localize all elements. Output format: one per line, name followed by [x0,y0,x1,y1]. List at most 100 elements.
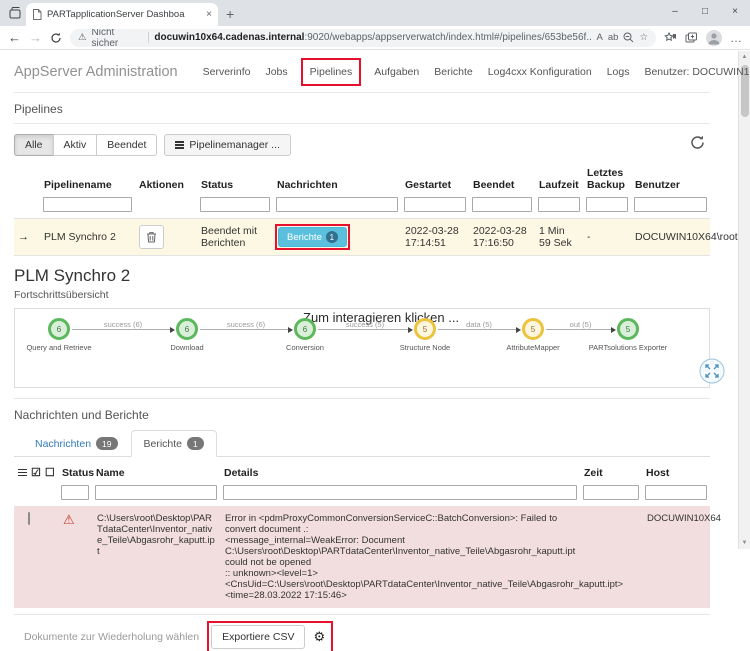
nav-item-log4cxx[interactable]: Log4cxx Konfiguration [487,66,592,78]
filter-msg-zeit-input[interactable] [583,485,639,500]
select-none-icon[interactable]: ☐ [44,467,55,479]
menu-icon[interactable] [18,468,27,477]
filter-alle-button[interactable]: Alle [14,134,53,156]
col-laufzeit: Laufzeit [539,179,579,191]
progress-overview-label: Fortschrittsübersicht [14,289,109,301]
window-close-button[interactable]: × [732,5,738,17]
select-documents-button[interactable]: Dokumente zur Wiederholung wählen [24,631,200,643]
messages-section-title: Nachrichten und Berichte [14,398,710,422]
nav-item-serverinfo[interactable]: Serverinfo [202,66,251,78]
node-download[interactable]: 6 Download [142,318,232,352]
refresh-icon[interactable] [689,134,706,156]
browser-essentials-icon[interactable] [685,32,698,44]
address-bar[interactable]: ⚠ Nicht sicher docuwin10x64.cadenas.inte… [70,28,656,47]
text-size-icon[interactable]: A [596,32,603,43]
read-aloud-icon[interactable]: ab [607,32,619,43]
berichte-count-badge: 1 [325,231,338,243]
node-conversion[interactable]: 6 Conversion [260,318,350,352]
filter-msg-host-input[interactable] [645,485,707,500]
error-message-row[interactable]: ⚠ C:\Users\root\Desktop\PARTdataCenter\I… [14,506,721,608]
tab-close-icon[interactable]: × [206,9,212,20]
col-beendet: Beendet [473,179,515,191]
back-icon[interactable]: ← [8,30,21,45]
error-name-cell: C:\Users\root\Desktop\PARTdataCenter\Inv… [92,506,220,608]
pipeline-detail-title: PLM Synchro 2 [14,266,131,285]
messages-table: ☑ ☐ Status Name Details Zeit Host ⚠ C:\Us… [14,463,721,608]
edge-query-download: success (6) [72,320,175,333]
pipeline-name-cell: PLM Synchro 2 [40,218,135,256]
gear-icon[interactable]: ⚙ [313,629,326,644]
pipelines-table: Pipelinename Aktionen Status Nachrichten… [14,164,738,256]
node-structure-node[interactable]: 5 Structure Node [380,318,470,352]
col-aktionen: Aktionen [139,179,184,191]
nav-item-logs[interactable]: Logs [606,66,630,78]
new-tab-button[interactable]: + [226,6,235,22]
select-all-icon[interactable]: ☑ [31,467,41,479]
node-attributemapper[interactable]: 5 AttributeMapper [488,318,578,352]
profile-avatar[interactable] [706,29,722,46]
filter-gestartet-input[interactable] [404,197,466,212]
browser-menu-icon[interactable]: … [730,30,742,45]
pipeline-status-cell: Beendet mit Berichten [197,218,273,256]
app-brand: AppServer Administration [14,64,178,80]
page-scrollbar[interactable]: ▲ ▼ [738,51,750,549]
browser-tab[interactable]: PARTapplicationServer Dashboa × [26,3,218,26]
filter-msg-details-input[interactable] [223,485,577,500]
col-msg-status: Status [62,467,95,479]
filter-pipelinename-input[interactable] [43,197,132,212]
delete-pipeline-button[interactable] [139,225,164,249]
col-letztes-backup: Letztes Backup [587,167,625,191]
export-csv-button[interactable]: Exportiere CSV [211,625,306,649]
messages-tabs: Nachrichten 19 Berichte 1 [14,430,710,457]
col-pipelinename: Pipelinename [44,179,112,191]
edge-mapper-exporter: out (5) [546,320,616,333]
filter-laufzeit-input[interactable] [538,197,580,212]
collections-icon[interactable] [664,31,677,44]
forward-icon: → [29,30,42,45]
tab-berichte[interactable]: Berichte 1 [130,430,217,457]
scroll-up-icon[interactable]: ▲ [741,54,748,60]
filter-msg-status-input[interactable] [61,485,89,500]
nav-item-jobs[interactable]: Jobs [265,66,288,78]
edge-download-conversion: success (6) [200,320,293,333]
node-partsolutions-exporter[interactable]: 5 PARTsolutions Exporter [583,318,673,352]
filter-nachrichten-input[interactable] [276,197,398,212]
favorites-icon[interactable]: ☆ [639,32,648,43]
messages-header-row: ☑ ☐ Status Name Details Zeit Host [14,463,710,482]
window-minimize-button[interactable]: – [672,5,678,17]
filter-beendet-button[interactable]: Beendet [96,134,158,156]
scroll-down-icon[interactable]: ▼ [741,540,748,546]
filter-aktiv-button[interactable]: Aktiv [52,134,97,156]
filter-benutzer-input[interactable] [634,197,707,212]
pipelines-filter-row [14,194,710,219]
page-favicon-icon [33,9,42,20]
nav-item-aufgaben[interactable]: Aufgaben [374,66,420,78]
filter-status-input[interactable] [200,197,270,212]
app-page: AppServer Administration Serverinfo Jobs… [0,51,750,651]
pipeline-row[interactable]: → PLM Synchro 2 Beendet mit Berichten Be… [14,218,738,256]
node-query-and-retrieve[interactable]: 6 Query and Retrieve [14,318,104,352]
app-navbar: AppServer Administration Serverinfo Jobs… [14,51,750,93]
nav-item-berichte[interactable]: Berichte [434,66,473,78]
window-maximize-button[interactable]: □ [701,5,709,17]
col-benutzer: Benutzer [635,179,680,191]
scrollbar-thumb[interactable] [741,65,749,117]
pipelines-header-row: Pipelinename Aktionen Status Nachrichten… [14,164,710,194]
expand-diagram-icon[interactable] [699,358,725,389]
filter-backup-input[interactable] [586,197,628,212]
pipeline-backup-cell: - [583,218,631,256]
pipelinemanager-button[interactable]: Pipelinemanager ... [164,134,291,156]
row-checkbox[interactable] [28,512,30,525]
nav-item-pipelines[interactable]: Pipelines [300,58,362,86]
tab-nachrichten[interactable]: Nachrichten 19 [22,430,131,457]
pipeline-ended-cell: 2022-03-28 17:16:50 [469,218,535,256]
filter-msg-name-input[interactable] [95,485,217,500]
berichte-button[interactable]: Berichte 1 [278,227,347,247]
tab-actions-icon[interactable] [4,3,26,23]
filter-beendet-input[interactable] [472,197,532,212]
nav-user-menu[interactable]: Benutzer: DOCUWIN10X64\root ▾ [644,66,750,78]
pipeline-diagram[interactable]: Zum interagieren klicken ... success (6)… [14,308,725,388]
zoom-out-icon[interactable] [623,32,634,43]
browser-tab-bar: PARTapplicationServer Dashboa × + – □ × [0,0,750,26]
reload-icon[interactable] [50,32,62,44]
